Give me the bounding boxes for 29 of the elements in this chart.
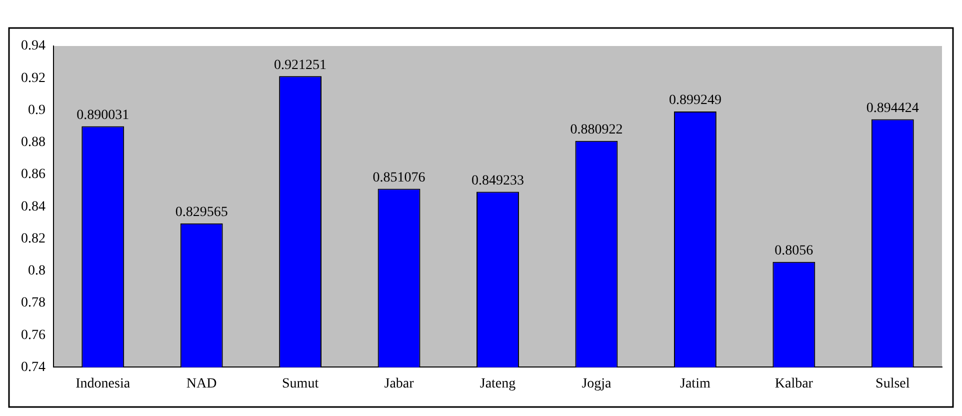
x-tick-label: Jabar <box>384 376 414 392</box>
data-label: 0.894424 <box>866 100 919 116</box>
y-tick-label: 0.92 <box>21 70 46 86</box>
y-tick-label: 0.86 <box>21 167 46 182</box>
data-label: 0.880922 <box>570 122 623 138</box>
y-tick-label: 0.88 <box>21 135 46 150</box>
y-tick-label: 0.9 <box>28 102 46 118</box>
x-tick-label: Kalbar <box>774 376 814 392</box>
x-tick-label: Jateng <box>480 376 516 392</box>
y-tick-label: 0.8 <box>28 264 46 279</box>
x-tick-label: Sumut <box>282 376 319 392</box>
data-label: 0.849233 <box>472 173 524 188</box>
y-tick-label: 0.74 <box>21 360 46 375</box>
data-label: 0.890031 <box>76 108 130 123</box>
x-tick-label: Sulsel <box>876 376 910 392</box>
y-tick-label: 0.76 <box>21 328 46 343</box>
x-tick-label: Indonesia <box>76 376 131 392</box>
data-label: 0.899249 <box>668 93 722 108</box>
data-label: 0.829565 <box>175 205 228 220</box>
y-tick-label: 0.82 <box>21 231 46 246</box>
data-label: 0.8056 <box>774 244 814 259</box>
y-tick-label: 0.84 <box>21 199 46 214</box>
data-label: 0.921251 <box>274 58 327 73</box>
x-tick-label: Jogja <box>582 376 612 392</box>
x-tick-label: NAD <box>186 376 217 392</box>
x-tick-label: Jatim <box>680 376 710 392</box>
data-label: 0.851076 <box>372 170 426 186</box>
y-tick-label: 0.94 <box>21 38 46 54</box>
y-tick-label: 0.78 <box>21 296 46 311</box>
